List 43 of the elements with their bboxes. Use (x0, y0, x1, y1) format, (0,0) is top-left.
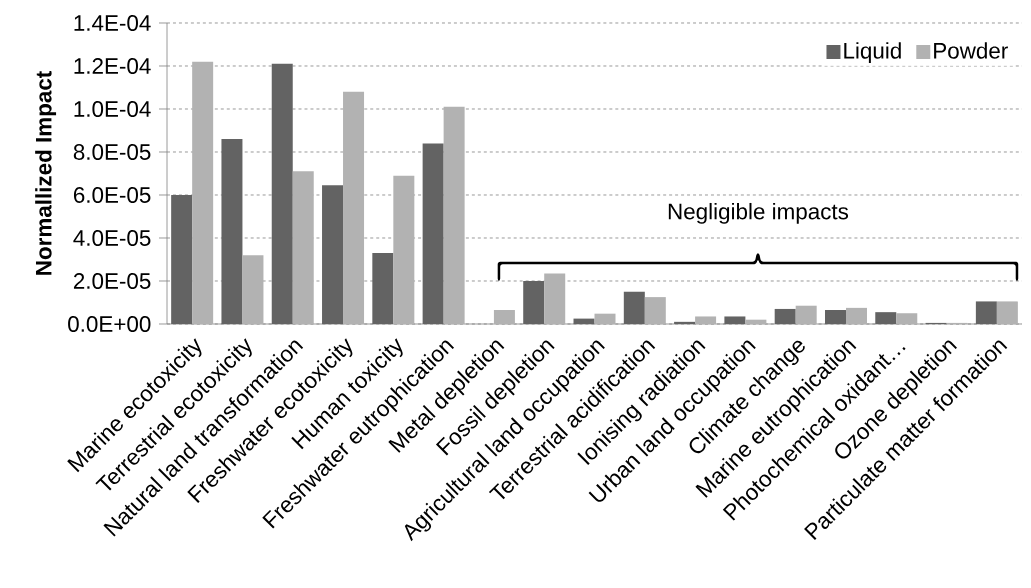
bar (221, 139, 243, 324)
bar (322, 185, 344, 324)
y-tick-label: 8.0E-05 (73, 144, 151, 160)
bar (523, 280, 545, 324)
bar (343, 91, 365, 324)
bar (372, 253, 394, 324)
bar (493, 310, 515, 324)
y-tick-label: 1.2E-04 (74, 58, 151, 74)
bar (745, 319, 767, 324)
bar (443, 106, 465, 324)
bar (271, 63, 293, 324)
y-tick-label: 0.0E+00 (68, 316, 151, 332)
bar (623, 291, 645, 324)
bar (875, 312, 897, 324)
y-tick-label: 6.0E-05 (73, 187, 151, 203)
legend-label: Liquid (844, 42, 901, 64)
legend-label: Powder (934, 42, 1008, 59)
bar (422, 143, 444, 324)
y-tick-label: 4.0E-05 (73, 230, 151, 246)
y-axis-title: Normallized Impact (35, 71, 57, 275)
bar (724, 316, 746, 324)
bar (975, 301, 997, 324)
bar (544, 273, 566, 324)
bar (845, 307, 867, 324)
bar (594, 313, 616, 324)
annotation: Negligible impacts (668, 202, 849, 224)
bar (192, 61, 214, 324)
y-tick-label: 2.0E-05 (73, 273, 151, 289)
bar (824, 310, 846, 324)
bar (171, 194, 193, 324)
bar (996, 301, 1018, 324)
bar (393, 175, 415, 324)
bar (573, 318, 595, 324)
bar (695, 316, 717, 324)
bar (774, 308, 796, 324)
y-tick-label: 1.4E-04 (74, 15, 151, 31)
bar (292, 171, 314, 324)
y-tick-label: 1.0E-04 (74, 101, 151, 117)
bar (674, 321, 696, 324)
bar (242, 255, 264, 324)
bar (896, 313, 918, 324)
bar (644, 297, 666, 324)
bar (795, 305, 817, 324)
